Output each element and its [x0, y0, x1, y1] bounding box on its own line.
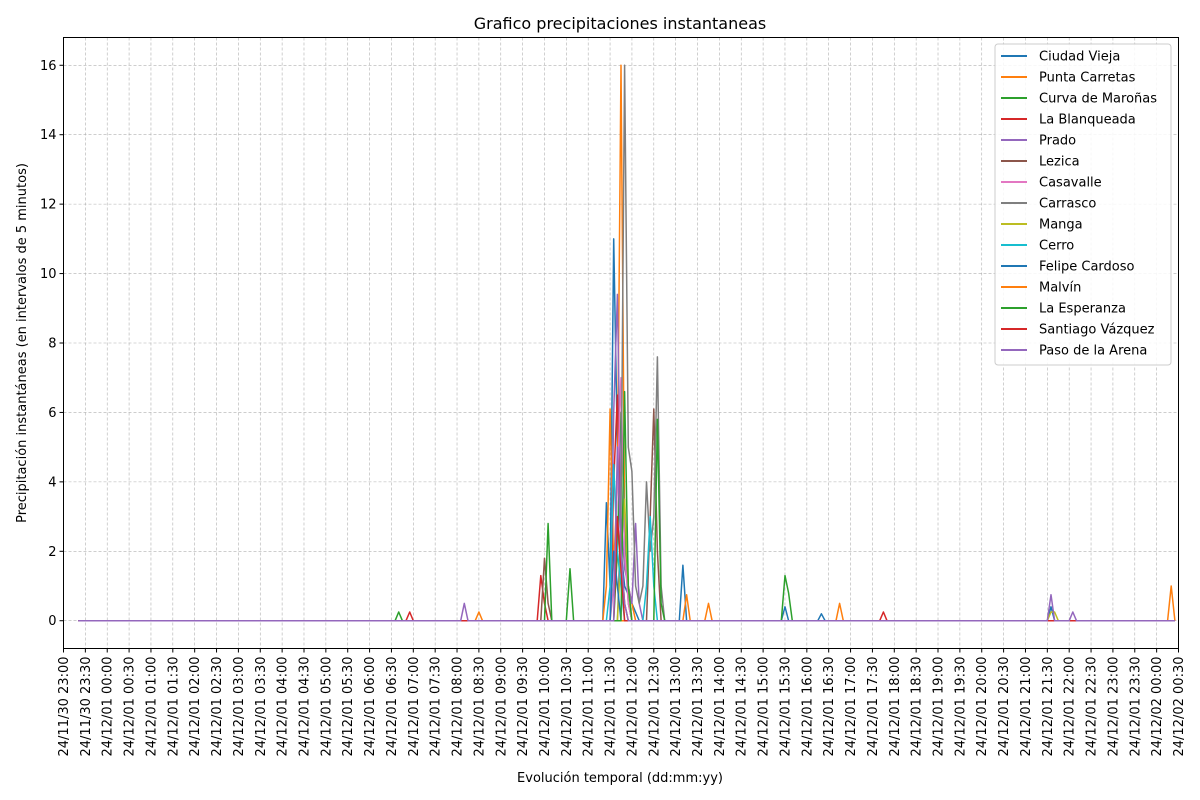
x-tick-label: 24/12/01 19:00 [932, 657, 947, 757]
legend-label: La Blanqueada [1039, 113, 1136, 128]
x-tick-label: 24/12/01 23:30 [1128, 657, 1143, 757]
x-tick-label: 24/12/01 10:00 [538, 657, 553, 757]
y-tick-label: 14 [40, 128, 57, 143]
legend-label: Carrasco [1039, 197, 1096, 212]
x-tick-label: 24/12/01 14:30 [735, 657, 750, 757]
x-tick-label: 24/12/01 06:00 [363, 657, 378, 757]
x-tick-label: 24/12/01 04:30 [297, 657, 312, 757]
y-axis: 0 2 4 6 8 10 12 14 16 [40, 59, 64, 629]
x-tick-label: 24/12/01 20:00 [975, 657, 990, 757]
x-tick-label: 24/12/01 21:00 [1019, 657, 1034, 757]
legend-label: Cerro [1039, 239, 1074, 254]
x-tick-label: 24/12/01 04:00 [276, 657, 291, 757]
x-tick-label: 24/12/01 18:30 [910, 657, 925, 757]
x-tick-label: 24/12/01 07:00 [407, 657, 422, 757]
y-tick-label: 10 [40, 267, 57, 282]
x-tick-label: 24/12/01 21:30 [1041, 657, 1056, 757]
x-tick-label: 24/12/01 09:00 [494, 657, 509, 757]
x-tick-label: 24/12/01 17:30 [866, 657, 881, 757]
series-line-2 [78, 64, 1175, 622]
x-tick-label: 24/12/01 03:30 [254, 657, 269, 757]
x-tick-label: 24/12/01 02:00 [188, 657, 203, 757]
legend-label: Casavalle [1039, 176, 1102, 191]
x-tick-label: 24/12/01 23:00 [1106, 657, 1121, 757]
legend-label: Manga [1039, 218, 1083, 233]
x-tick-label: 24/12/01 15:00 [757, 657, 772, 757]
x-tick-label: 24/12/01 12:30 [647, 657, 662, 757]
y-tick-label: 0 [48, 614, 56, 629]
y-tick-label: 4 [48, 475, 56, 490]
x-tick-label: 24/12/01 02:30 [210, 657, 225, 757]
legend-label: Felipe Cardoso [1039, 260, 1135, 275]
legend-label: Punta Carretas [1039, 71, 1136, 86]
x-tick-label: 24/12/01 11:30 [604, 657, 619, 757]
x-tick-label: 24/11/30 23:30 [79, 657, 94, 757]
x-tick-label: 24/12/02 00:00 [1150, 657, 1165, 757]
series-lines [78, 64, 1176, 622]
series-line-15 [78, 446, 1175, 622]
legend: Ciudad Vieja Punta Carretas Curva de Maroñ… [994, 43, 1172, 366]
x-tick-label: 24/12/01 22:30 [1085, 657, 1100, 757]
x-tick-label: 24/12/01 00:30 [123, 657, 138, 757]
legend-label: La Esperanza [1039, 302, 1126, 317]
y-tick-label: 16 [40, 59, 57, 74]
x-tick-label: 24/12/01 15:30 [778, 657, 793, 757]
y-tick-label: 8 [48, 337, 56, 352]
legend-label: Paso de la Arena [1039, 344, 1147, 359]
x-tick-label: 24/12/01 19:30 [953, 657, 968, 757]
x-tick-label: 24/12/01 05:00 [319, 657, 334, 757]
x-tick-label: 24/12/01 22:00 [1063, 657, 1078, 757]
x-tick-label: 24/12/01 14:00 [713, 657, 728, 757]
x-tick-label: 24/12/01 08:00 [451, 657, 466, 757]
x-tick-label: 24/12/01 16:00 [800, 657, 815, 757]
x-tick-label: 24/12/01 03:00 [232, 657, 247, 757]
x-tick-label: 24/12/01 00:00 [101, 657, 116, 757]
legend-label: Santiago Vázquez [1039, 323, 1155, 338]
x-tick-label: 24/12/01 10:30 [560, 657, 575, 757]
x-tick-label: 24/12/01 01:30 [166, 657, 181, 757]
legend-label: Malvín [1039, 281, 1081, 296]
y-tick-label: 6 [48, 406, 56, 421]
x-tick-label: 24/12/01 20:30 [997, 657, 1012, 757]
x-tick-label: 24/12/01 18:00 [888, 657, 903, 757]
x-tick-label: 24/12/01 13:00 [669, 657, 684, 757]
x-axis-title: Evolución temporal (dd:mm:yy) [517, 771, 723, 786]
x-tick-label: 24/12/01 08:30 [472, 657, 487, 757]
y-tick-label: 12 [40, 198, 57, 213]
series-line-11 [78, 550, 1175, 622]
x-axis: 24/11/30 23:00 24/11/30 23:30 24/12/01 00:… [57, 648, 1187, 757]
x-tick-label: 24/12/01 09:30 [516, 657, 531, 757]
y-axis-title: Precipitación instantáneas (en intervalo… [15, 163, 30, 523]
x-tick-label: 24/12/01 11:00 [582, 657, 597, 757]
x-tick-label: 24/11/30 23:00 [57, 657, 72, 757]
x-tick-label: 24/12/01 06:30 [385, 657, 400, 757]
legend-label: Prado [1039, 134, 1076, 149]
x-tick-label: 24/12/01 07:30 [429, 657, 444, 757]
legend-box [994, 43, 1172, 366]
x-tick-label: 24/12/01 13:30 [691, 657, 706, 757]
legend-label: Ciudad Vieja [1039, 50, 1120, 65]
x-tick-label: 24/12/01 12:00 [625, 657, 640, 757]
legend-label: Lezica [1039, 155, 1080, 170]
x-tick-label: 24/12/01 05:30 [341, 657, 356, 757]
legend-label: Curva de Maroñas [1039, 92, 1157, 107]
y-tick-label: 2 [48, 545, 56, 560]
x-tick-label: 24/12/01 16:30 [822, 657, 837, 757]
series-line-8 [78, 64, 1175, 622]
x-tick-label: 24/12/02 00:30 [1172, 657, 1187, 757]
chart-title: Grafico precipitaciones instantaneas [474, 14, 766, 33]
x-tick-label: 24/12/01 01:00 [144, 657, 159, 757]
x-tick-label: 24/12/01 17:00 [844, 657, 859, 757]
